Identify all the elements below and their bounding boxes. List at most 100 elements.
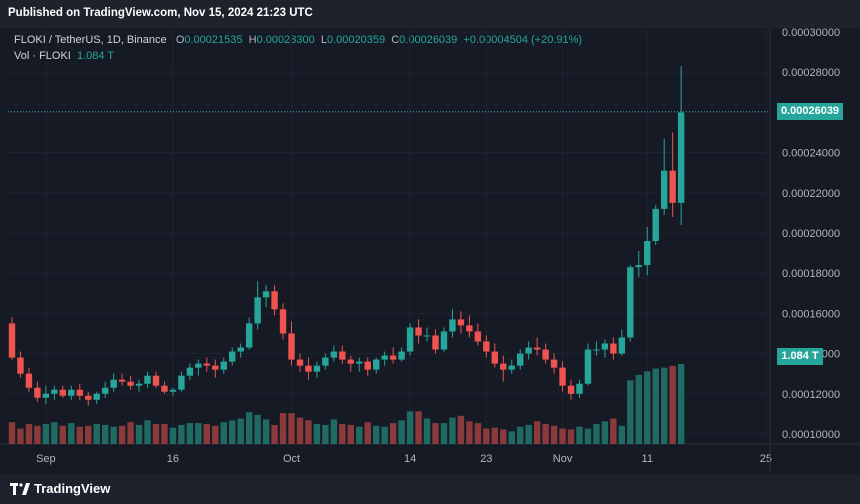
candle-body <box>178 375 185 390</box>
volume-bar <box>118 425 126 444</box>
volume-bar <box>584 428 592 444</box>
volume-bar <box>474 423 482 444</box>
volume-bar <box>203 424 211 444</box>
volume-bar <box>415 411 422 444</box>
volume-bar <box>449 417 456 444</box>
tradingview-logo-icon <box>10 483 30 495</box>
volume-bar <box>652 368 659 444</box>
open-label: O <box>175 34 185 46</box>
price-chart[interactable]: 0.000300000.000280000.000260000.00024000… <box>0 28 860 474</box>
candle-body <box>203 363 211 366</box>
x-tick-label: 14 <box>404 453 416 465</box>
y-tick-label: 0.00012000 <box>782 389 840 401</box>
volume-bar <box>85 425 92 444</box>
volume-bar <box>42 424 50 444</box>
candle-body <box>373 359 380 370</box>
volume-bar <box>322 424 329 444</box>
candle-body <box>627 267 634 338</box>
published-info: Published on TradingView.com, Nov 15, 20… <box>8 7 313 19</box>
volume-bar <box>296 417 304 444</box>
volume-bar <box>135 424 143 444</box>
candle-body <box>432 335 439 350</box>
candle-body <box>101 387 109 394</box>
volume-tag: 1.084 T <box>777 348 823 365</box>
candle-body <box>34 387 41 398</box>
y-tick-label: 0.00016000 <box>782 308 840 320</box>
x-tick-label: Nov <box>553 453 573 465</box>
volume-bar <box>76 426 83 444</box>
candle-body <box>364 361 371 370</box>
volume-bar <box>110 426 117 444</box>
volume-bar <box>525 424 532 444</box>
candle-body <box>279 309 287 334</box>
volume-bar <box>364 422 371 444</box>
volume-bar <box>610 418 617 444</box>
volume-bar <box>271 424 278 444</box>
candle-body <box>161 385 168 392</box>
candle-body <box>339 351 346 360</box>
candle-body <box>152 375 160 386</box>
footer: TradingView <box>0 474 860 504</box>
candle-body <box>212 365 219 370</box>
volume-bar <box>59 425 67 444</box>
candle-body <box>440 331 448 350</box>
candle-body <box>322 357 329 366</box>
candle-body <box>356 361 363 364</box>
volume-bar <box>576 426 583 444</box>
candle-body <box>635 265 642 268</box>
candle-body <box>567 385 575 394</box>
x-tick-label: 16 <box>167 453 179 465</box>
candle-body <box>525 347 532 354</box>
y-tick-label: 0.00024000 <box>782 148 840 160</box>
volume-bar <box>178 424 185 444</box>
top-bar: Published on TradingView.com, Nov 15, 20… <box>0 0 860 28</box>
candle-body <box>491 351 498 364</box>
volume-bar <box>389 423 397 444</box>
candle-body <box>644 241 651 266</box>
candle-body <box>423 335 431 337</box>
candle-body <box>254 297 261 324</box>
candle-body <box>660 170 668 209</box>
candle-body <box>76 389 83 396</box>
high-label: H <box>248 34 257 46</box>
candle-body <box>51 389 58 394</box>
candle-body <box>271 291 278 310</box>
volume-bar <box>677 364 685 444</box>
volume-bar <box>313 424 321 444</box>
candle-body <box>601 343 609 350</box>
candle-body <box>296 359 304 366</box>
candle-body <box>25 373 33 388</box>
volume-bar <box>68 423 75 444</box>
candle-body <box>550 359 558 368</box>
volume-bar <box>398 420 405 444</box>
candle-body <box>110 379 117 388</box>
volume-bar <box>220 422 227 444</box>
volume-value: 1.084 T <box>76 50 115 62</box>
candle-body <box>669 170 676 203</box>
volume-bar <box>212 425 219 444</box>
candle-body <box>500 363 507 370</box>
y-tick-label: 0.00030000 <box>782 28 840 39</box>
y-tick-label: 0.00010000 <box>782 429 840 441</box>
candle-body <box>610 343 617 354</box>
candle-body <box>677 112 685 203</box>
candle-body <box>59 389 67 396</box>
volume-bar <box>93 424 100 444</box>
volume-bar <box>169 427 177 444</box>
volume-bar <box>152 424 160 444</box>
open-value: 0.00021535 <box>184 34 243 46</box>
volume-bar <box>127 422 134 444</box>
volume-bar <box>245 412 253 444</box>
candle-body <box>305 365 312 372</box>
volume-bar <box>34 425 41 444</box>
volume-bar <box>440 423 448 444</box>
candle-body <box>17 357 24 374</box>
volume-bar <box>237 418 244 444</box>
y-tick-label: 0.00018000 <box>782 268 840 280</box>
candle-body <box>508 365 515 370</box>
volume-bar <box>305 420 312 444</box>
low-label: L <box>320 34 327 46</box>
volume-bar <box>406 411 414 444</box>
candle-body <box>237 347 244 352</box>
volume-bar <box>457 415 465 444</box>
